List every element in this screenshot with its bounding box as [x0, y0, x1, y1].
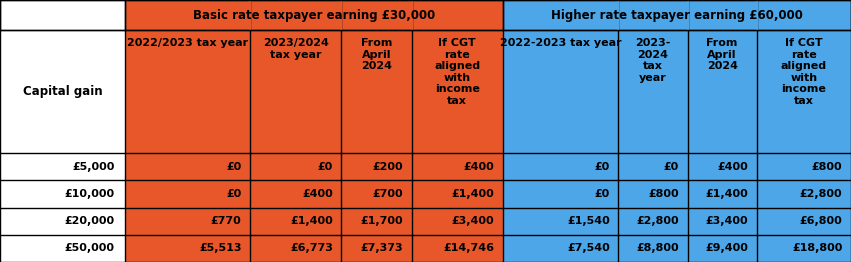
- Text: £5,000: £5,000: [72, 162, 115, 172]
- Bar: [503, 235, 619, 262]
- Text: £1,540: £1,540: [567, 216, 610, 226]
- Text: If CGT
rate
aligned
with
income
tax: If CGT rate aligned with income tax: [781, 38, 827, 106]
- Bar: [757, 153, 851, 181]
- Text: £0: £0: [226, 162, 242, 172]
- Text: £700: £700: [373, 189, 403, 199]
- Text: From
April
2024: From April 2024: [706, 38, 738, 71]
- Text: £9,400: £9,400: [705, 243, 748, 253]
- Bar: [341, 208, 412, 235]
- Bar: [412, 208, 503, 235]
- Text: £800: £800: [812, 162, 842, 172]
- Bar: [503, 208, 619, 235]
- Bar: [619, 181, 688, 208]
- Text: £400: £400: [464, 162, 494, 172]
- Bar: [688, 30, 757, 153]
- Bar: [341, 235, 412, 262]
- Bar: [125, 0, 503, 30]
- Text: Basic rate taxpayer earning £30,000: Basic rate taxpayer earning £30,000: [193, 9, 435, 21]
- Text: £800: £800: [648, 189, 679, 199]
- Text: £14,746: £14,746: [443, 243, 494, 253]
- Bar: [619, 208, 688, 235]
- Bar: [250, 30, 341, 153]
- Text: If CGT
rate
aligned
with
income
tax: If CGT rate aligned with income tax: [434, 38, 480, 106]
- Text: £7,373: £7,373: [361, 243, 403, 253]
- Text: £50,000: £50,000: [65, 243, 115, 253]
- Text: £0: £0: [595, 162, 610, 172]
- Text: £10,000: £10,000: [65, 189, 115, 199]
- Text: 2023/2024
tax year: 2023/2024 tax year: [263, 38, 328, 59]
- Text: £1,400: £1,400: [290, 216, 333, 226]
- Text: £20,000: £20,000: [65, 216, 115, 226]
- Text: £6,800: £6,800: [800, 216, 842, 226]
- Text: £0: £0: [226, 189, 242, 199]
- Bar: [757, 208, 851, 235]
- Bar: [503, 153, 619, 181]
- Bar: [757, 235, 851, 262]
- Bar: [341, 153, 412, 181]
- Bar: [125, 153, 250, 181]
- Bar: [250, 153, 341, 181]
- Bar: [757, 30, 851, 153]
- Bar: [688, 208, 757, 235]
- Bar: [250, 235, 341, 262]
- Bar: [688, 235, 757, 262]
- Bar: [341, 181, 412, 208]
- Bar: [0, 235, 125, 262]
- Text: 2022-2023 tax year: 2022-2023 tax year: [500, 38, 621, 48]
- Bar: [341, 30, 412, 153]
- Bar: [0, 30, 125, 153]
- Bar: [503, 0, 851, 30]
- Text: Higher rate taxpayer earning £60,000: Higher rate taxpayer earning £60,000: [551, 9, 802, 21]
- Text: £400: £400: [302, 189, 333, 199]
- Bar: [125, 181, 250, 208]
- Text: £400: £400: [717, 162, 748, 172]
- Bar: [250, 208, 341, 235]
- Bar: [503, 181, 619, 208]
- Bar: [0, 0, 125, 30]
- Bar: [125, 208, 250, 235]
- Text: £0: £0: [317, 162, 333, 172]
- Bar: [503, 30, 619, 153]
- Bar: [125, 235, 250, 262]
- Bar: [412, 153, 503, 181]
- Text: From
April
2024: From April 2024: [361, 38, 392, 71]
- Text: £0: £0: [664, 162, 679, 172]
- Text: £1,400: £1,400: [452, 189, 494, 199]
- Text: Capital gain: Capital gain: [23, 85, 102, 98]
- Text: £6,773: £6,773: [290, 243, 333, 253]
- Bar: [0, 208, 125, 235]
- Text: £8,800: £8,800: [637, 243, 679, 253]
- Text: 2023-
2024
tax
year: 2023- 2024 tax year: [635, 38, 671, 83]
- Bar: [412, 181, 503, 208]
- Bar: [688, 153, 757, 181]
- Text: £18,800: £18,800: [792, 243, 842, 253]
- Bar: [619, 235, 688, 262]
- Bar: [0, 153, 125, 181]
- Bar: [412, 30, 503, 153]
- Text: £0: £0: [595, 189, 610, 199]
- Bar: [0, 181, 125, 208]
- Text: £1,400: £1,400: [705, 189, 748, 199]
- Bar: [757, 181, 851, 208]
- Bar: [688, 181, 757, 208]
- Bar: [125, 30, 250, 153]
- Text: 2022/2023 tax year: 2022/2023 tax year: [127, 38, 248, 48]
- Bar: [619, 153, 688, 181]
- Text: £2,800: £2,800: [637, 216, 679, 226]
- Text: £3,400: £3,400: [705, 216, 748, 226]
- Text: £2,800: £2,800: [800, 189, 842, 199]
- Text: £3,400: £3,400: [452, 216, 494, 226]
- Text: £7,540: £7,540: [567, 243, 610, 253]
- Bar: [619, 30, 688, 153]
- Text: £1,700: £1,700: [361, 216, 403, 226]
- Text: £5,513: £5,513: [199, 243, 242, 253]
- Bar: [412, 235, 503, 262]
- Text: £770: £770: [211, 216, 242, 226]
- Text: £200: £200: [373, 162, 403, 172]
- Bar: [250, 181, 341, 208]
